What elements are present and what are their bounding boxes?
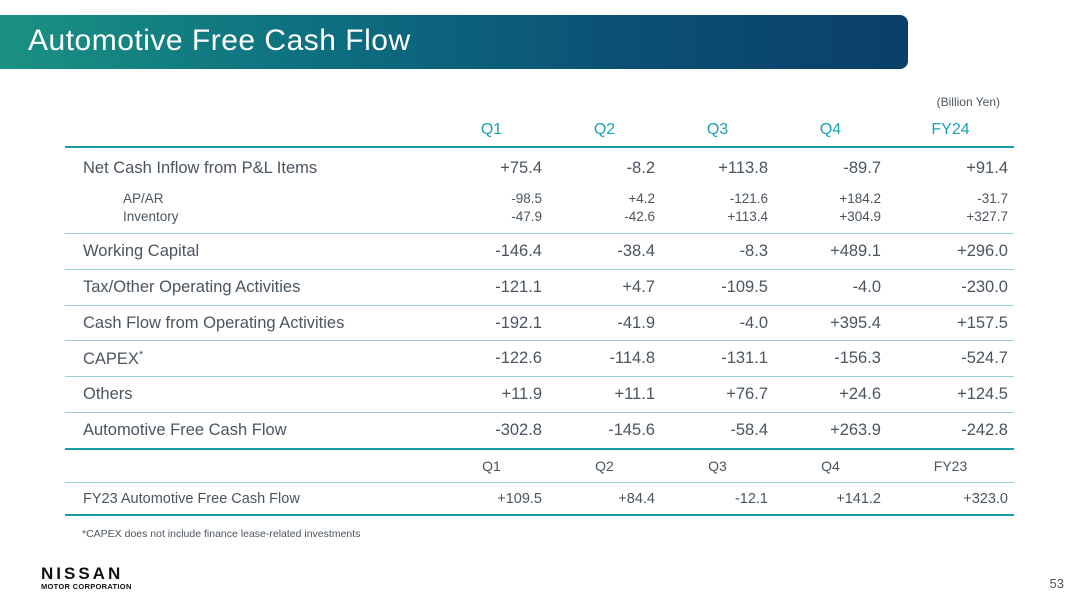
page-number: 53 [1049, 576, 1064, 591]
row-label: Cash Flow from Operating Activities [65, 305, 435, 341]
cell-value: +489.1 [774, 233, 887, 270]
cell-value: +141.2 [774, 482, 887, 516]
cell-value: +327.7 [966, 209, 1008, 224]
cell-value: -58.4 [661, 412, 774, 449]
cell-value: -524.7 [887, 340, 1014, 377]
table-row-inventory: Inventory -47.9 -42.6 +113.4 +304.9 +327… [65, 209, 1014, 234]
cell-value: -8.3 [661, 233, 774, 270]
cell-value: +124.5 [887, 376, 1014, 413]
cell-value: +4.7 [548, 269, 661, 306]
free-cash-flow-table: Q1 Q2 Q3 Q4 FY24 Net Cash Inflow from P&… [65, 113, 1014, 516]
cell-value: +76.7 [661, 376, 774, 413]
cell-value: +109.5 [435, 482, 548, 516]
table-row-afcf: Automotive Free Cash Flow -302.8 -145.6 … [65, 412, 1014, 449]
cell-value: -121.1 [435, 269, 548, 306]
logo-wordmark: NISSAN [41, 564, 124, 583]
row-label: Inventory [123, 209, 179, 224]
row-label: Others [65, 376, 435, 413]
cell-value: +263.9 [774, 412, 887, 449]
fy23-header-q1: Q1 [435, 448, 548, 483]
footnote-marker: * [138, 348, 144, 361]
cell-value: +91.4 [887, 146, 1014, 188]
cell-value: -114.8 [548, 340, 661, 377]
header-blank [65, 448, 435, 483]
cell-value: -122.6 [435, 340, 548, 377]
cell-value: +296.0 [887, 233, 1014, 270]
nissan-logo: NISSAN MOTOR CORPORATION [41, 564, 132, 592]
fy23-header-q3: Q3 [661, 448, 774, 483]
cell-value: +323.0 [887, 482, 1014, 516]
cell-value: +157.5 [887, 305, 1014, 341]
cell-value: -230.0 [887, 269, 1014, 306]
cell-value: +4.2 [628, 191, 655, 206]
cell-value: -109.5 [661, 269, 774, 306]
row-label: AP/AR [123, 191, 164, 206]
fy23-header-row: Q1 Q2 Q3 Q4 FY23 [65, 448, 1014, 483]
table-row-others: Others +11.9 +11.1 +76.7 +24.6 +124.5 [65, 376, 1014, 413]
cell-value: -47.9 [511, 209, 542, 224]
fy23-header-q2: Q2 [548, 448, 661, 483]
cell-value: -89.7 [774, 146, 887, 188]
cell-value: -38.4 [548, 233, 661, 270]
cell-value: -98.5 [511, 191, 542, 206]
cell-value: -41.9 [548, 305, 661, 341]
cell-value: -145.6 [548, 412, 661, 449]
table-row-cfo: Cash Flow from Operating Activities -192… [65, 305, 1014, 341]
row-label-capex: CAPEX* [65, 340, 435, 377]
cell-value: +75.4 [435, 146, 548, 188]
cell-value: +113.8 [661, 146, 774, 188]
header-q3: Q3 [706, 120, 729, 138]
row-label: Net Cash Inflow from P&L Items [65, 146, 435, 188]
cell-value: -12.1 [661, 482, 774, 516]
page-title: Automotive Free Cash Flow [28, 24, 411, 57]
cell-value: +304.9 [839, 209, 881, 224]
row-label: Tax/Other Operating Activities [65, 269, 435, 306]
table-row-apar: AP/AR -98.5 +4.2 -121.6 +184.2 -31.7 [65, 188, 1014, 209]
logo-subtitle: MOTOR CORPORATION [41, 582, 132, 591]
header-q1: Q1 [480, 120, 503, 138]
cell-value: +11.9 [435, 376, 548, 413]
cell-value: -156.3 [774, 340, 887, 377]
fy23-header-fy23: FY23 [887, 448, 1014, 483]
fy23-header-q4: Q4 [774, 448, 887, 483]
title-bar: Automotive Free Cash Flow [0, 15, 908, 69]
cell-value: +84.4 [548, 482, 661, 516]
table-header-row: Q1 Q2 Q3 Q4 FY24 [65, 113, 1014, 147]
table-row-net-cash: Net Cash Inflow from P&L Items +75.4 -8.… [65, 146, 1014, 188]
cell-value: -31.7 [977, 191, 1008, 206]
header-blank [65, 113, 435, 147]
unit-label: (Billion Yen) [936, 95, 1000, 109]
table-row-fy23: FY23 Automotive Free Cash Flow +109.5 +8… [65, 482, 1014, 516]
cell-value: -302.8 [435, 412, 548, 449]
cell-value: -8.2 [548, 146, 661, 188]
row-label: Working Capital [65, 233, 435, 270]
row-label: FY23 Automotive Free Cash Flow [65, 482, 435, 516]
cell-value: -121.6 [729, 191, 768, 206]
cell-value: +11.1 [548, 376, 661, 413]
cell-value: -4.0 [661, 305, 774, 341]
cell-value: +113.4 [727, 209, 768, 224]
row-label: CAPEX [83, 349, 139, 368]
row-label: Automotive Free Cash Flow [65, 412, 435, 449]
footnote: *CAPEX does not include finance lease-re… [82, 528, 361, 540]
cell-value: -242.8 [887, 412, 1014, 449]
cell-value: -192.1 [435, 305, 548, 341]
table-row-working-capital: Working Capital -146.4 -38.4 -8.3 +489.1… [65, 233, 1014, 270]
cell-value: -42.6 [624, 209, 655, 224]
cell-value: -4.0 [774, 269, 887, 306]
cell-value: +24.6 [774, 376, 887, 413]
header-q4: Q4 [819, 120, 842, 138]
cell-value: +395.4 [774, 305, 887, 341]
table-row-capex: CAPEX* -122.6 -114.8 -131.1 -156.3 -524.… [65, 340, 1014, 377]
cell-value: +184.2 [839, 191, 881, 206]
cell-value: -146.4 [435, 233, 548, 270]
header-fy24: FY24 [931, 120, 970, 138]
cell-value: -131.1 [661, 340, 774, 377]
table-row-tax-other: Tax/Other Operating Activities -121.1 +4… [65, 269, 1014, 306]
header-q2: Q2 [593, 120, 616, 138]
